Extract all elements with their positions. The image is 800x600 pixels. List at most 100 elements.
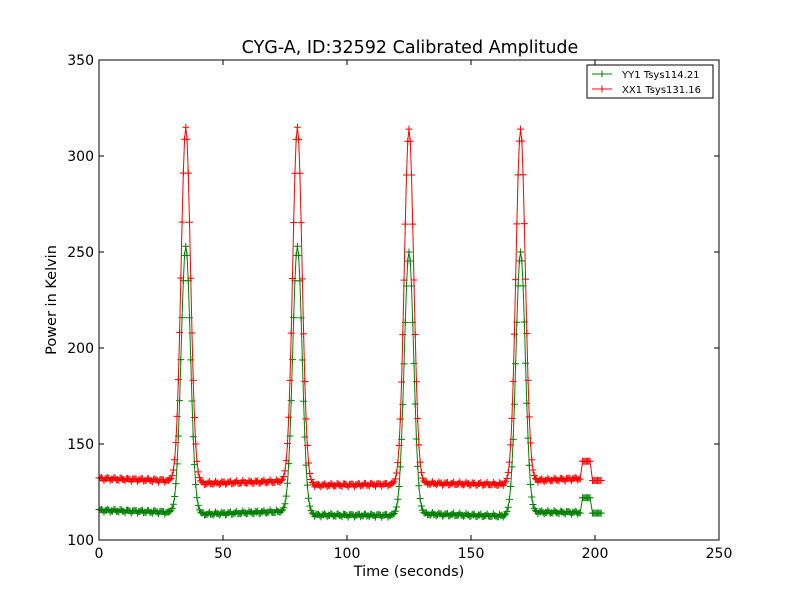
data-point (390, 478, 398, 486)
legend-box (586, 64, 714, 99)
data-point (405, 125, 413, 133)
data-point (504, 503, 512, 511)
series-1 (95, 123, 605, 491)
data-point (168, 504, 176, 512)
data-point (416, 458, 424, 466)
data-point (308, 479, 316, 487)
data-point (507, 441, 515, 449)
data-point (305, 494, 313, 502)
x-axis-label: Time (seconds) (353, 564, 465, 580)
data-point (298, 275, 306, 283)
data-point (393, 469, 401, 477)
y-tick-label: 350 (67, 53, 94, 69)
data-point (169, 466, 177, 474)
data-point (305, 459, 313, 467)
data-point (507, 482, 515, 490)
data-point (308, 509, 316, 517)
series-0 (95, 242, 605, 521)
data-point (182, 123, 190, 131)
data-point (293, 123, 301, 131)
data-point (415, 441, 423, 449)
data-point (393, 503, 401, 511)
data-point (306, 502, 314, 510)
data-point (296, 169, 304, 177)
data-point (519, 171, 527, 179)
plot-background (99, 60, 719, 540)
data-point (168, 472, 176, 480)
data-point (406, 137, 414, 145)
data-point (512, 276, 520, 284)
data-point (400, 276, 408, 284)
data-point (306, 470, 314, 478)
data-point (508, 414, 516, 422)
legend-marker (598, 70, 606, 78)
data-point (190, 414, 198, 422)
data-point (194, 468, 202, 476)
data-point (576, 475, 584, 483)
data-point (171, 456, 179, 464)
data-point (410, 276, 418, 284)
x-tick-label: 0 (95, 546, 104, 562)
data-point (513, 220, 521, 228)
data-point (176, 328, 184, 336)
data-point (517, 125, 525, 133)
data-point (417, 502, 425, 510)
data-point (394, 459, 402, 467)
data-point (528, 493, 536, 501)
data-point (502, 478, 510, 486)
data-point (529, 466, 537, 474)
data-point (193, 457, 201, 465)
data-point (166, 476, 174, 484)
data-point (285, 413, 293, 421)
data-point (597, 509, 605, 517)
data-point (525, 413, 533, 421)
data-point (522, 275, 530, 283)
y-tick-label: 150 (67, 437, 94, 453)
data-point (295, 135, 303, 143)
data-point (280, 472, 288, 480)
data-point (414, 462, 422, 470)
data-point (192, 440, 200, 448)
data-point (510, 330, 518, 338)
x-tick-label: 100 (334, 546, 361, 562)
legend-label: XX1 Tsys131.16 (622, 85, 701, 96)
y-axis-label: Power in Kelvin (44, 245, 60, 355)
data-point (401, 220, 409, 228)
data-point (505, 495, 513, 503)
data-point (188, 329, 196, 337)
series-layer (95, 123, 605, 521)
data-point (517, 248, 525, 256)
data-point (281, 500, 289, 508)
data-point (303, 481, 311, 489)
data-point (500, 479, 508, 487)
data-point (302, 415, 310, 423)
data-point (189, 376, 197, 384)
data-point (503, 475, 511, 483)
legend-label: YY1 Tsys114.21 (621, 70, 700, 81)
data-point (411, 330, 419, 338)
data-point (194, 501, 202, 509)
data-point (282, 492, 290, 500)
data-point (527, 481, 535, 489)
legend: YY1 Tsys114.21 XX1 Tsys131.16 (586, 64, 714, 99)
data-point (169, 500, 177, 508)
data-point (597, 476, 605, 484)
data-point (173, 412, 181, 420)
data-point (406, 257, 414, 265)
data-point (288, 274, 296, 282)
data-point (193, 494, 201, 502)
x-tick-label: 250 (706, 546, 733, 562)
data-point (183, 135, 191, 143)
data-point (414, 415, 422, 423)
data-point (586, 457, 594, 465)
data-point (525, 461, 533, 469)
chart-title: CYG-A, ID:32592 Calibrated Amplitude (242, 38, 579, 58)
y-tick-label: 250 (67, 245, 94, 261)
ticks-layer: 0 50 100 150 200 250 100 150 200 250 300 350 (67, 53, 732, 562)
data-point (300, 330, 308, 338)
x-tick-label: 50 (214, 546, 232, 562)
y-tick-label: 200 (67, 341, 94, 357)
y-tick-label: 100 (67, 533, 94, 549)
data-point (419, 474, 427, 482)
series-line (98, 246, 602, 519)
